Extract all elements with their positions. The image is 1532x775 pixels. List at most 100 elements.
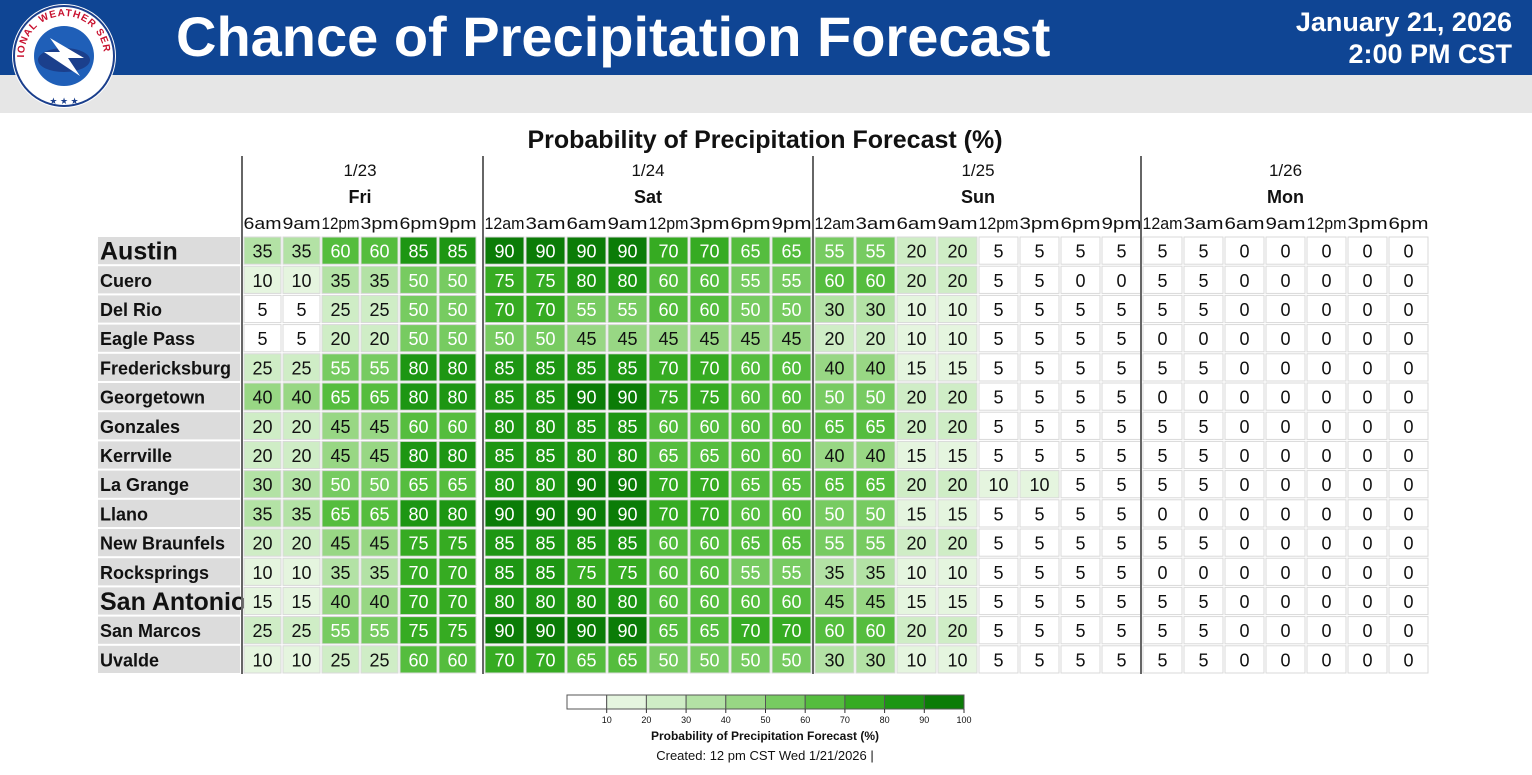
heatmap-cell <box>1101 353 1142 382</box>
cell-value: 75 <box>576 563 596 583</box>
cell-value: 50 <box>369 475 389 495</box>
cell-value: 60 <box>408 417 428 437</box>
cell-value: 45 <box>369 417 389 437</box>
cell-value: 65 <box>369 388 389 408</box>
cell-value: 50 <box>781 650 801 670</box>
heatmap-cell <box>1306 324 1347 353</box>
cell-value: 5 <box>1075 504 1085 524</box>
cell-value: 45 <box>824 592 844 612</box>
cell-value: 0 <box>1239 329 1249 349</box>
heatmap-cell <box>282 353 321 382</box>
cell-value: 80 <box>576 446 596 466</box>
cell-value: 0 <box>1280 621 1290 641</box>
city-label: Kerrville <box>100 446 172 466</box>
cell-value: 55 <box>865 534 885 554</box>
cell-value: 5 <box>993 358 1003 378</box>
heatmap-cell <box>243 645 282 674</box>
cell-value: 55 <box>824 534 844 554</box>
heatmap-cell <box>1224 528 1265 557</box>
cell-value: 0 <box>1403 504 1413 524</box>
heatmap-cell <box>689 557 730 586</box>
heatmap-cell <box>689 499 730 528</box>
heatmap-cell <box>814 470 855 499</box>
heatmap-cell <box>978 645 1019 674</box>
heatmap-cell <box>321 470 360 499</box>
heatmap-cell <box>1265 616 1306 645</box>
day-separators <box>241 156 1142 674</box>
heatmap-cell <box>282 557 321 586</box>
heatmap-cell <box>566 470 607 499</box>
cell-value: 10 <box>291 650 311 670</box>
cell-value: 5 <box>1116 534 1126 554</box>
cell-value: 75 <box>408 534 428 554</box>
cell-value: 15 <box>291 592 311 612</box>
heatmap-cell <box>1388 236 1429 265</box>
cell-value: 55 <box>369 358 389 378</box>
cell-value: 55 <box>576 300 596 320</box>
heatmap-cell <box>1306 236 1347 265</box>
cell-value: 90 <box>617 242 637 262</box>
cell-value: 0 <box>1362 563 1372 583</box>
heatmap-cell <box>360 528 399 557</box>
cell-value: 20 <box>947 271 967 291</box>
heatmap-cell <box>1142 265 1183 294</box>
time-label: 12pm <box>1307 214 1347 233</box>
heatmap-cell <box>1142 586 1183 616</box>
day-name-label: Sun <box>961 187 995 207</box>
cell-value: 90 <box>617 475 637 495</box>
cell-value: 85 <box>494 358 514 378</box>
cell-value: 60 <box>658 271 678 291</box>
heatmap-cell <box>1388 382 1429 411</box>
heatmap-cell <box>566 586 607 616</box>
heatmap-cell <box>978 499 1019 528</box>
cell-value: 90 <box>617 388 637 408</box>
heatmap-cell <box>814 528 855 557</box>
cell-value: 5 <box>993 621 1003 641</box>
heatmap-cell <box>1183 382 1224 411</box>
cell-value: 85 <box>494 563 514 583</box>
heatmap-cell <box>1265 499 1306 528</box>
heatmap-cell <box>1183 645 1224 674</box>
cell-value: 25 <box>330 650 350 670</box>
cell-value: 20 <box>252 417 272 437</box>
cell-value: 0 <box>1198 388 1208 408</box>
cell-value: 90 <box>576 388 596 408</box>
cell-value: 45 <box>617 329 637 349</box>
city-label: Georgetown <box>100 388 205 408</box>
chart-title: Probability of Precipitation Forecast (%… <box>527 126 1002 154</box>
heatmap-cell <box>1265 294 1306 324</box>
cell-value: 65 <box>740 242 760 262</box>
heatmap-cell <box>1060 382 1101 411</box>
cell-value: 0 <box>1403 417 1413 437</box>
heatmap-cell <box>282 528 321 557</box>
heatmap-cell <box>1388 411 1429 440</box>
cell-value: 80 <box>408 504 428 524</box>
cell-value: 0 <box>1239 650 1249 670</box>
heatmap-cell <box>855 557 896 586</box>
cell-value: 5 <box>1116 300 1126 320</box>
logo-stars: ★ ★ ★ <box>49 96 78 106</box>
heatmap-cell <box>399 528 438 557</box>
heatmap-cell <box>1347 324 1388 353</box>
city-label-bg <box>98 441 240 469</box>
heatmap-cell <box>855 324 896 353</box>
cell-value: 5 <box>993 563 1003 583</box>
cell-value: 40 <box>865 446 885 466</box>
heatmap-cell <box>1388 353 1429 382</box>
heatmap-cell <box>1265 353 1306 382</box>
heatmap-cell <box>896 586 937 616</box>
cell-value: 60 <box>781 417 801 437</box>
heatmap-cell <box>399 265 438 294</box>
issue-date: January 21, 2026 <box>1295 7 1512 37</box>
heatmap-cell <box>399 616 438 645</box>
cell-value: 85 <box>617 417 637 437</box>
cell-value: 5 <box>1034 504 1044 524</box>
cell-value: 40 <box>330 592 350 612</box>
cell-value: 35 <box>330 563 350 583</box>
cell-value: 5 <box>1034 242 1044 262</box>
cell-value: 65 <box>576 650 596 670</box>
cell-value: 75 <box>699 388 719 408</box>
cell-value: 70 <box>658 358 678 378</box>
heatmap-cell <box>1306 586 1347 616</box>
cell-value: 0 <box>1362 329 1372 349</box>
